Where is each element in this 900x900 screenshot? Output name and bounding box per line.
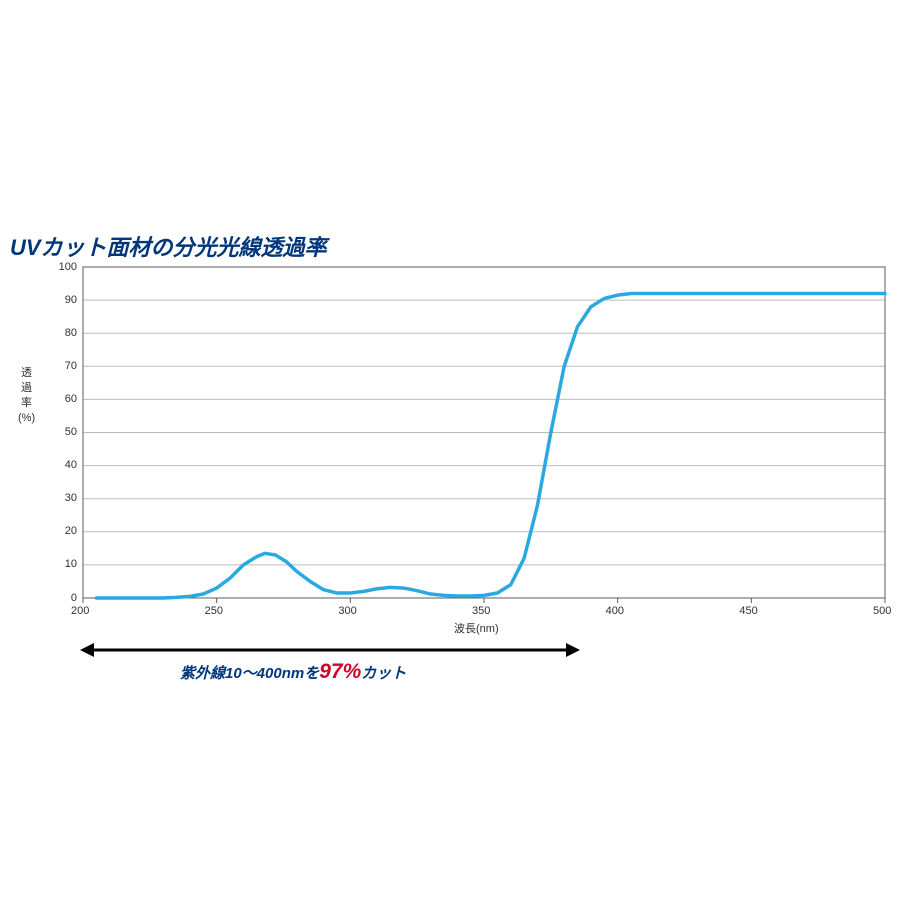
x-tick-label: 250 — [205, 605, 223, 617]
y-tick-label: 80 — [65, 327, 77, 339]
x-tick-label: 400 — [606, 605, 624, 617]
y-tick-label: 70 — [65, 360, 77, 372]
chart-svg — [0, 0, 900, 900]
figure-container: { "title": { "text": "UVカット面材の分光光線透過率", … — [0, 0, 900, 900]
y-axis-label-char: 過 — [18, 381, 35, 396]
annotation-text: 紫外線10～400nmを97%カット — [180, 660, 406, 684]
y-tick-label: 100 — [59, 261, 77, 273]
annotation-prefix: 紫外線10～400nmを — [180, 665, 319, 682]
x-tick-label: 500 — [873, 605, 891, 617]
y-tick-label: 40 — [65, 459, 77, 471]
y-tick-label: 0 — [71, 592, 77, 604]
y-tick-label: 90 — [65, 294, 77, 306]
y-tick-label: 50 — [65, 426, 77, 438]
annotation-suffix: カット — [361, 665, 406, 682]
y-axis-label-char: (%) — [18, 411, 35, 426]
x-tick-label: 200 — [71, 605, 89, 617]
y-tick-label: 10 — [65, 558, 77, 570]
annotation-emphasis: 97% — [319, 660, 361, 683]
series-transmittance — [96, 293, 885, 598]
annotation-arrow-head-left — [80, 643, 94, 657]
x-tick-label: 450 — [739, 605, 757, 617]
y-axis-label: 透過率(%) — [18, 366, 35, 425]
y-axis-label-char: 率 — [18, 396, 35, 411]
y-axis-label-char: 透 — [18, 366, 35, 381]
annotation-arrow-head-right — [566, 643, 580, 657]
y-tick-label: 60 — [65, 393, 77, 405]
y-tick-label: 30 — [65, 492, 77, 504]
x-tick-label: 350 — [472, 605, 490, 617]
x-axis-label: 波長(nm) — [454, 620, 499, 636]
y-tick-label: 20 — [65, 525, 77, 537]
x-tick-label: 300 — [338, 605, 356, 617]
